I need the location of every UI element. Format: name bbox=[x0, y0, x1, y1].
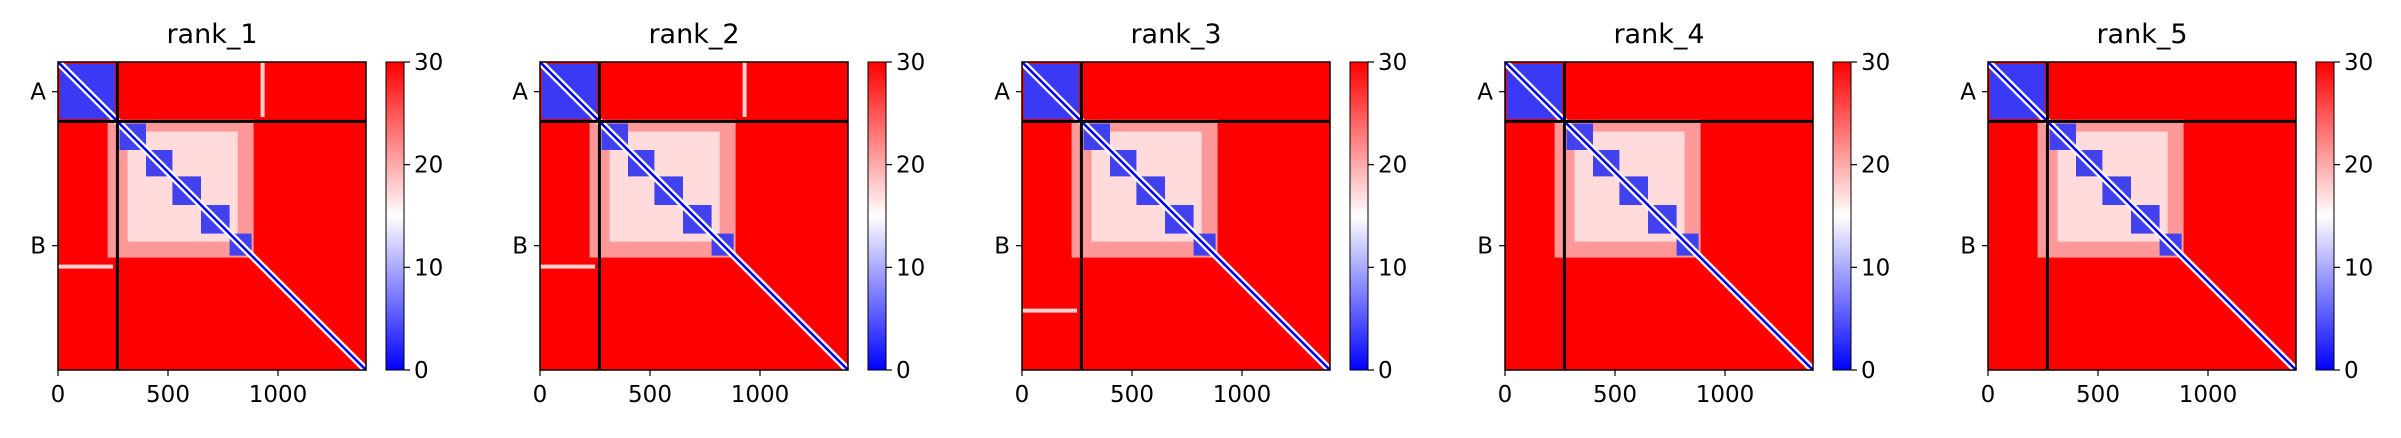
colorbar bbox=[868, 62, 886, 370]
x-tick-label: 1000 bbox=[2179, 382, 2238, 408]
plot-frame bbox=[1021, 61, 1331, 371]
diagonal bbox=[1987, 61, 2297, 371]
colorbar-tick-label: 30 bbox=[1378, 50, 1407, 76]
x-tick-label: 500 bbox=[2076, 382, 2120, 408]
colorbar-tick-label: 30 bbox=[414, 50, 443, 76]
chain-label-a: A bbox=[994, 80, 1010, 106]
colorbar-tick-label: 20 bbox=[414, 153, 443, 179]
x-tick-label: 0 bbox=[1015, 382, 1030, 408]
colorbar-tick-label: 0 bbox=[896, 358, 911, 384]
chain-label-b: B bbox=[512, 234, 528, 260]
pae-streak bbox=[260, 62, 265, 117]
chain-label-a: A bbox=[1960, 80, 1976, 106]
heatmap-panel-2: rank_2 A B 0 500 1000 0 10 20 30 bbox=[512, 19, 925, 408]
chain-label-a: A bbox=[512, 80, 528, 106]
colorbar-tick-label: 30 bbox=[896, 50, 925, 76]
x-tick-label: 0 bbox=[1498, 382, 1513, 408]
chain-label-b: B bbox=[30, 234, 46, 260]
pae-streak bbox=[58, 264, 113, 269]
plot-frame bbox=[1504, 61, 1814, 371]
colorbar-tick-label: 20 bbox=[2344, 153, 2373, 179]
pae-streak bbox=[742, 62, 747, 117]
colorbar-frame bbox=[1832, 61, 1852, 371]
panel-title: rank_1 bbox=[166, 19, 257, 50]
colorbar-tick-label: 0 bbox=[2344, 358, 2359, 384]
colorbar-tick-label: 30 bbox=[1861, 50, 1890, 76]
plot-frame bbox=[57, 61, 367, 371]
colorbar-tick-label: 10 bbox=[1861, 255, 1890, 281]
x-tick-label: 1000 bbox=[1696, 382, 1755, 408]
x-tick-label: 1000 bbox=[1213, 382, 1272, 408]
x-tick-label: 0 bbox=[1981, 382, 1996, 408]
panel-title: rank_5 bbox=[2096, 19, 2187, 50]
plot-frame bbox=[539, 61, 849, 371]
panel-title: rank_4 bbox=[1613, 19, 1704, 50]
colorbar-tick-label: 20 bbox=[1861, 153, 1890, 179]
colorbar-tick-label: 30 bbox=[2344, 50, 2373, 76]
colorbar-tick-label: 10 bbox=[1378, 255, 1407, 281]
colorbar-frame bbox=[867, 61, 887, 371]
colorbar-frame bbox=[2315, 61, 2335, 371]
x-tick-label: 1000 bbox=[249, 382, 308, 408]
colorbar-tick-label: 20 bbox=[1378, 153, 1407, 179]
heatmap-panel-1: rank_1 A B 0 500 1000 0 10 20 30 bbox=[30, 19, 443, 408]
colorbar-frame bbox=[385, 61, 405, 371]
colorbar-frame bbox=[1349, 61, 1369, 371]
x-tick-label: 1000 bbox=[731, 382, 790, 408]
colorbar bbox=[1833, 62, 1851, 370]
x-tick-label: 0 bbox=[533, 382, 548, 408]
diagonal bbox=[1021, 61, 1331, 371]
diagonal bbox=[539, 61, 849, 371]
pae-streak bbox=[1022, 308, 1077, 313]
chain-label-b: B bbox=[1477, 234, 1493, 260]
chain-label-b: B bbox=[994, 234, 1010, 260]
diagonal bbox=[57, 61, 367, 371]
chain-label-a: A bbox=[30, 80, 46, 106]
colorbar-tick-label: 10 bbox=[414, 255, 443, 281]
chain-label-b: B bbox=[1960, 234, 1976, 260]
colorbar-tick-label: 10 bbox=[2344, 255, 2373, 281]
x-tick-label: 500 bbox=[1593, 382, 1637, 408]
colorbar bbox=[2316, 62, 2334, 370]
heatmap-panel-3: rank_3 A B 0 500 1000 0 10 20 30 bbox=[994, 19, 1407, 408]
panel-title: rank_3 bbox=[1130, 19, 1221, 50]
x-tick-label: 500 bbox=[1110, 382, 1154, 408]
colorbar bbox=[386, 62, 404, 370]
diagonal bbox=[1504, 61, 1814, 371]
chain-label-a: A bbox=[1477, 80, 1493, 106]
panel-title: rank_2 bbox=[648, 19, 739, 50]
colorbar-tick-label: 0 bbox=[1378, 358, 1393, 384]
colorbar-tick-label: 0 bbox=[414, 358, 429, 384]
x-tick-label: 500 bbox=[628, 382, 672, 408]
heatmap-panel-5: rank_5 A B 0 500 1000 0 10 20 30 bbox=[1960, 19, 2373, 408]
pae-streak bbox=[540, 264, 595, 269]
colorbar-tick-label: 10 bbox=[896, 255, 925, 281]
plot-frame bbox=[1987, 61, 2297, 371]
heatmap-panel-4: rank_4 A B 0 500 1000 0 10 20 30 bbox=[1477, 19, 1890, 408]
x-tick-label: 500 bbox=[146, 382, 190, 408]
x-tick-label: 0 bbox=[51, 382, 66, 408]
colorbar bbox=[1350, 62, 1368, 370]
colorbar-tick-label: 0 bbox=[1861, 358, 1876, 384]
colorbar-tick-label: 20 bbox=[896, 153, 925, 179]
